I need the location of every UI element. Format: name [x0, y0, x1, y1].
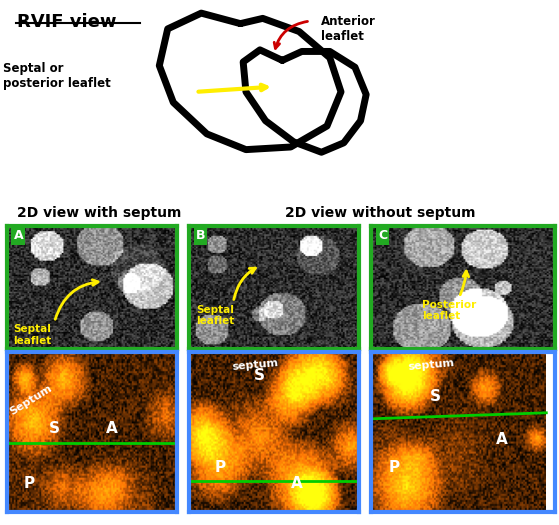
Text: Septum: Septum [8, 383, 54, 417]
Text: S: S [430, 389, 440, 404]
Text: septum: septum [231, 358, 279, 372]
Text: A: A [13, 229, 23, 243]
Text: Septal
leaflet: Septal leaflet [196, 304, 234, 327]
Text: Anterior
leaflet: Anterior leaflet [321, 15, 376, 43]
Text: P: P [23, 476, 35, 490]
Text: Posterior
leaflet: Posterior leaflet [422, 300, 476, 321]
Text: Septal
leaflet: Septal leaflet [13, 324, 52, 346]
Text: Septal or
posterior leaflet: Septal or posterior leaflet [3, 62, 111, 90]
Text: S: S [49, 421, 60, 436]
Text: C: C [378, 229, 387, 243]
Text: S: S [254, 368, 265, 383]
Text: RVIF view: RVIF view [17, 13, 116, 31]
Text: 2D view with septum: 2D view with septum [17, 206, 181, 219]
Text: P: P [389, 459, 400, 475]
Text: A: A [106, 421, 117, 436]
Text: A: A [496, 432, 508, 447]
Text: septum: septum [408, 358, 455, 372]
Text: 2D view without septum: 2D view without septum [285, 206, 476, 219]
Text: B: B [196, 229, 205, 243]
Text: A: A [291, 476, 303, 490]
Text: P: P [215, 459, 226, 475]
